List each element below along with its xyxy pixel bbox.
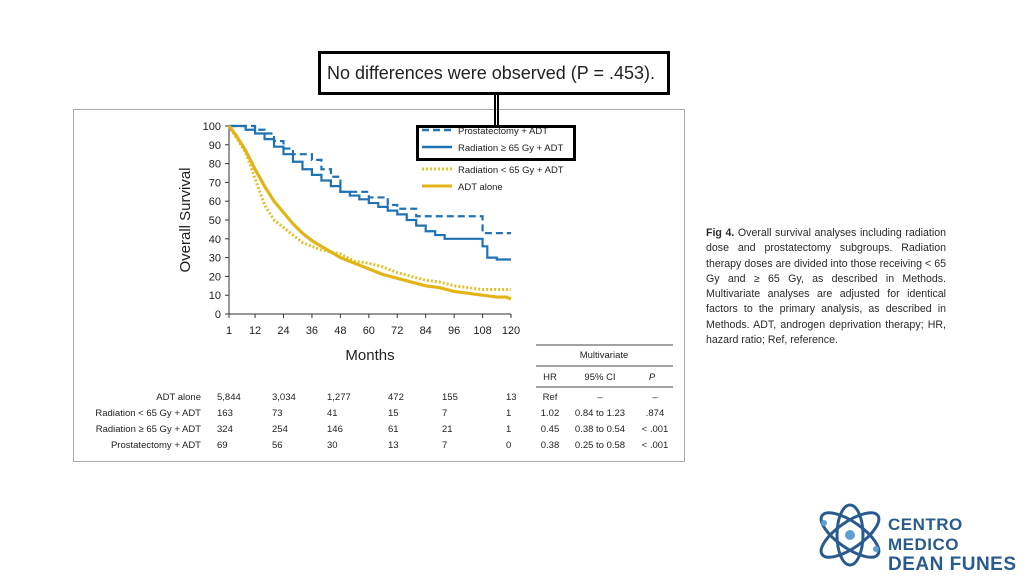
- caption-text: Overall survival analyses including radi…: [706, 227, 946, 347]
- legend-label: Radiation ≥ 65 Gy + ADT: [458, 143, 563, 154]
- mv-header: P: [649, 372, 656, 383]
- mv-cell: 0.45: [541, 424, 560, 435]
- x-tick-label: 72: [391, 325, 403, 337]
- y-tick-label: 80: [209, 159, 221, 171]
- logo: [819, 503, 881, 567]
- legend-label: Prostatectomy + ADT: [458, 126, 548, 137]
- risk-row-label: Radiation ≥ 65 Gy + ADT: [96, 424, 201, 435]
- x-tick-label: 120: [502, 325, 520, 337]
- risk-table-cell: 41: [327, 408, 338, 419]
- x-axis-title: Months: [345, 347, 394, 364]
- logo-text: CENTRO MEDICO DEAN FUNES: [888, 515, 1024, 575]
- logo-line2: DEAN FUNES: [888, 554, 1017, 575]
- y-tick-label: 90: [209, 140, 221, 152]
- series-line-3: [227, 125, 512, 301]
- mv-cell: .874: [646, 408, 665, 419]
- figure-caption: Fig 4. Overall survival analyses includi…: [706, 226, 946, 348]
- mv-cell: < .001: [642, 424, 669, 435]
- y-tick-label: 70: [209, 177, 221, 189]
- risk-table-cell: 7: [442, 440, 447, 451]
- mv-cell: –: [652, 392, 658, 403]
- callout-box: No differences were observed (P = .453).: [318, 51, 670, 95]
- x-tick-label: 96: [448, 325, 460, 337]
- series-line-1: [229, 124, 511, 261]
- x-tick-label: 48: [334, 325, 346, 337]
- risk-table-cell: 1: [506, 424, 511, 435]
- risk-table-cell: 56: [272, 440, 283, 451]
- y-tick-label: 60: [209, 196, 221, 208]
- mv-title: Multivariate: [580, 350, 629, 361]
- x-tick-label: 24: [277, 325, 289, 337]
- risk-table-cell: 30: [327, 440, 338, 451]
- y-tick-label: 0: [215, 309, 221, 321]
- risk-table-cell: 324: [217, 424, 233, 435]
- y-tick-label: 20: [209, 271, 221, 283]
- mv-cell: Ref: [543, 392, 558, 403]
- risk-table-cell: 13: [506, 392, 517, 403]
- risk-table-cell: 146: [327, 424, 343, 435]
- callout-connector: [494, 95, 499, 125]
- y-tick-label: 30: [209, 253, 221, 265]
- risk-table-cell: 21: [442, 424, 453, 435]
- logo-line1: CENTRO MEDICO: [888, 515, 963, 554]
- mv-cell: < .001: [642, 440, 669, 451]
- callout-text: No differences were observed (P = .453).: [327, 63, 656, 83]
- x-tick-label: 36: [306, 325, 318, 337]
- x-tick-label: 108: [473, 325, 491, 337]
- figure-panel: [73, 109, 685, 462]
- y-tick-label: 10: [209, 290, 221, 302]
- risk-table-cell: 1: [506, 408, 511, 419]
- risk-table-cell: 3,034: [272, 392, 296, 403]
- risk-row-label: Radiation < 65 Gy + ADT: [95, 408, 201, 419]
- mv-header: 95% CI: [584, 372, 615, 383]
- atom-icon: [819, 503, 881, 567]
- risk-table-cell: 7: [442, 408, 447, 419]
- mv-header: HR: [543, 372, 557, 383]
- x-tick-label: 1: [226, 325, 232, 337]
- mv-cell: 0.38: [541, 440, 560, 451]
- x-tick-label: 12: [249, 325, 261, 337]
- risk-table-cell: 15: [388, 408, 399, 419]
- risk-table-cell: 5,844: [217, 392, 241, 403]
- risk-table-cell: 69: [217, 440, 228, 451]
- risk-row-label: Prostatectomy + ADT: [111, 440, 201, 451]
- caption-fig-label: Fig 4.: [706, 227, 735, 239]
- risk-row-label: ADT alone: [156, 392, 201, 403]
- mv-cell: –: [597, 392, 603, 403]
- mv-cell: 1.02: [541, 408, 560, 419]
- risk-table-cell: 73: [272, 408, 283, 419]
- x-tick-label: 60: [363, 325, 375, 337]
- legend-highlight-box: [416, 125, 576, 161]
- legend-label: Radiation < 65 Gy + ADT: [458, 165, 564, 176]
- risk-table-cell: 155: [442, 392, 458, 403]
- x-tick-label: 84: [420, 325, 432, 337]
- series-line-2: [227, 125, 511, 292]
- mv-cell: 0.38 to 0.54: [575, 424, 625, 435]
- risk-table-cell: 61: [388, 424, 399, 435]
- y-tick-label: 50: [209, 215, 221, 227]
- risk-table-cell: 163: [217, 408, 233, 419]
- legend-label: ADT alone: [458, 182, 503, 193]
- risk-table-cell: 254: [272, 424, 288, 435]
- mv-cell: 0.25 to 0.58: [575, 440, 625, 451]
- mv-cell: 0.84 to 1.23: [575, 408, 625, 419]
- risk-table-cell: 472: [388, 392, 404, 403]
- risk-table-cell: 13: [388, 440, 399, 451]
- y-tick-label: 100: [203, 121, 221, 133]
- y-tick-label: 40: [209, 234, 221, 246]
- risk-table-cell: 1,277: [327, 392, 351, 403]
- y-axis-title: Overall Survival: [177, 167, 194, 272]
- risk-table-cell: 0: [506, 440, 511, 451]
